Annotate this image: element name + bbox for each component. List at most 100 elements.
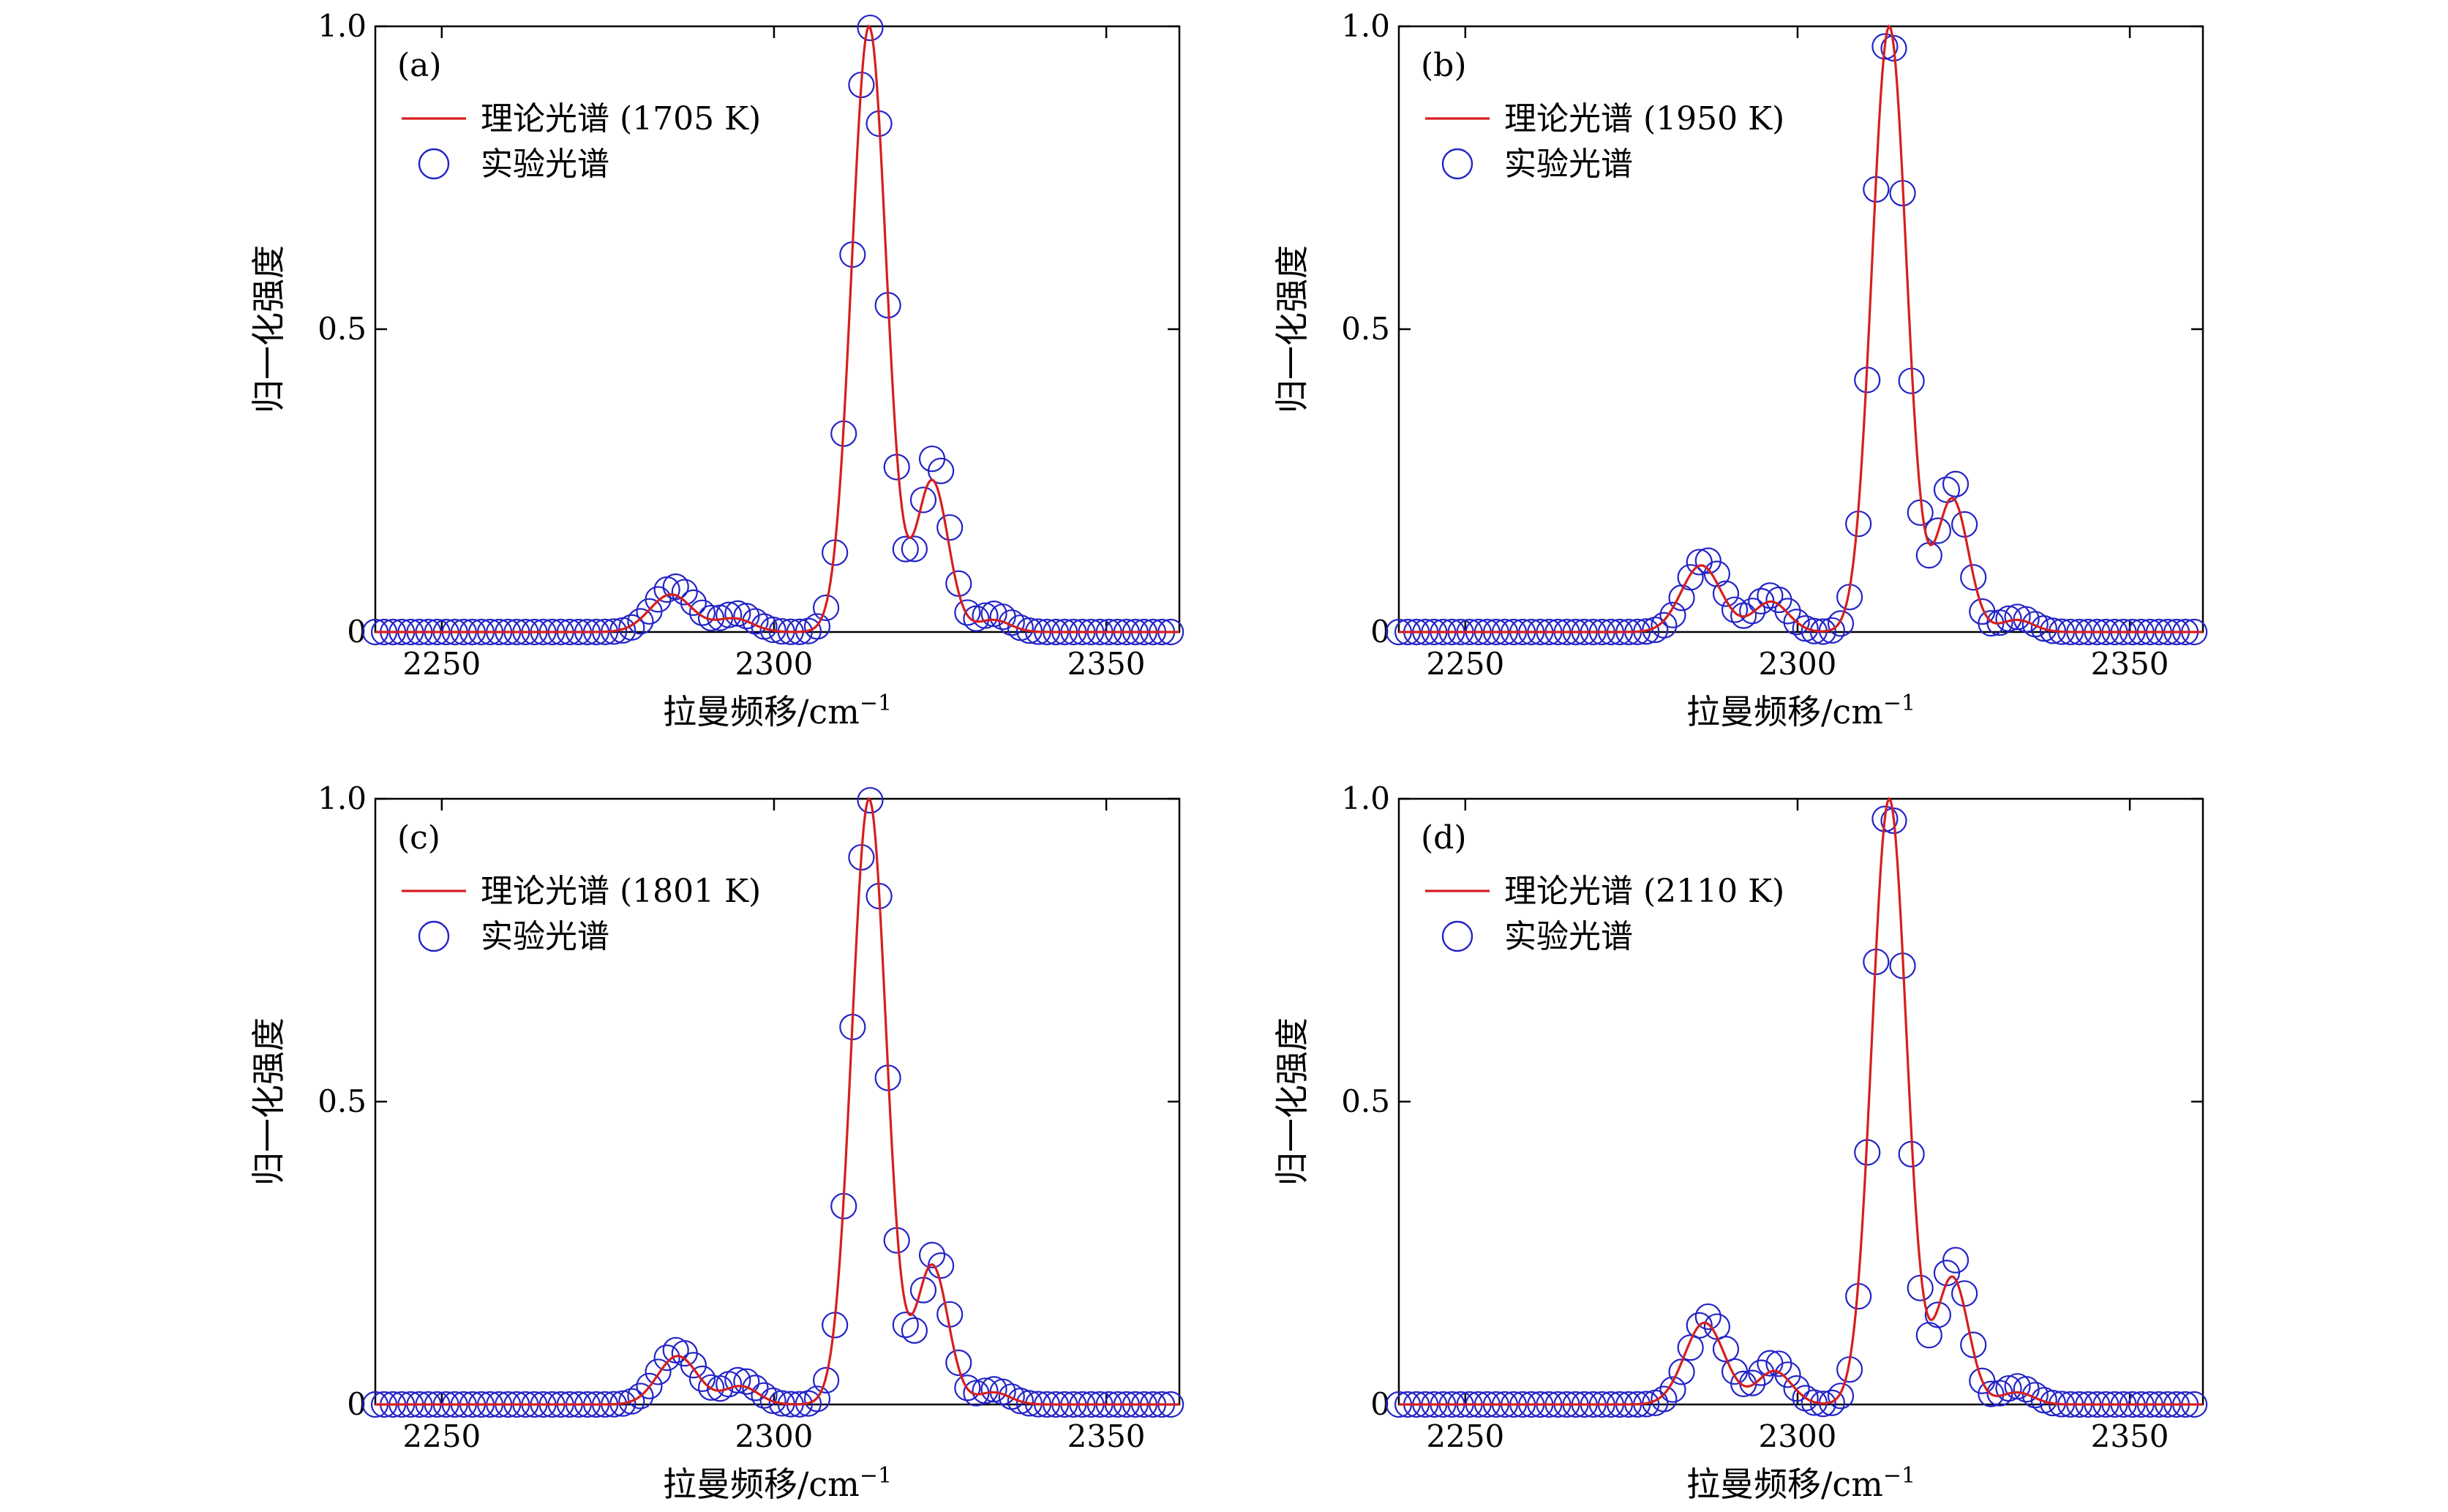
experiment-point: [928, 457, 955, 484]
y-tick-label: 1.0: [1341, 781, 1390, 816]
experiment-point: [733, 603, 760, 630]
x-tick-label: 2350: [1067, 1418, 1146, 1454]
experiment-point: [2004, 603, 2031, 631]
x-tick-label: 2300: [735, 1418, 814, 1454]
experiment-point: [742, 608, 769, 635]
x-axis-label-text: 拉曼频移/cm: [663, 692, 860, 731]
experiment-point: [1739, 598, 1766, 625]
theory-line: [1399, 797, 2203, 1406]
experiment-point: [1783, 609, 1810, 636]
experiment-point: [1827, 1383, 1855, 1410]
y-axis-label: 归一化强度: [249, 245, 288, 413]
y-axis-label: 归一化强度: [249, 1018, 288, 1186]
experiment-point: [972, 1377, 999, 1404]
x-axis-label: 拉曼频移/cm−1: [663, 691, 892, 731]
experiment-point: [716, 601, 743, 628]
panel-label: (a): [397, 47, 442, 84]
experiment-point: [1659, 1376, 1686, 1403]
legend-marker-swatch: [418, 148, 450, 180]
experiment-point: [1659, 601, 1686, 628]
chart-panel: 2250 2300 235000.51.0拉曼频移/cm−1归一化强度(c)理论光谱…: [249, 781, 1184, 1504]
experiment-point: [1694, 547, 1722, 574]
experiment-point: [2039, 1389, 2067, 1417]
panel-label: (b): [1421, 47, 1467, 84]
experiment-point: [627, 608, 654, 635]
experiment-point: [1809, 1391, 1836, 1418]
y-tick-label: 0.5: [318, 311, 367, 347]
panel-label: (d): [1421, 819, 1467, 857]
x-axis-label: 拉曼频移/cm−1: [1686, 1463, 1915, 1504]
panel-label: (c): [397, 819, 440, 857]
experiment-point: [653, 1344, 680, 1372]
experiment-point: [680, 1352, 707, 1379]
experiment-point: [733, 1368, 760, 1395]
experiment-point: [688, 599, 716, 626]
experiment-point: [972, 602, 999, 629]
experiment-point: [759, 1387, 786, 1415]
experiment-point: [1703, 560, 1730, 587]
experiment-point: [909, 486, 937, 514]
theory-line: [1399, 24, 2203, 633]
x-tick-label: 2350: [1067, 646, 1146, 682]
experiment-point: [1969, 1367, 1996, 1394]
legend-theory-label: 理论光谱 (1801 K): [481, 873, 761, 910]
experiment-point: [1915, 1322, 1942, 1349]
experiment-point: [945, 1349, 972, 1377]
experiment-point: [645, 1358, 672, 1385]
experiment-point: [1712, 580, 1740, 607]
experiment-point: [751, 1382, 778, 1409]
experiment-point: [1748, 1359, 1775, 1386]
legend-experiment-label: 实验光谱: [1504, 918, 1633, 955]
experiment-point: [980, 1376, 1007, 1403]
experiment-point: [742, 1374, 769, 1402]
x-axis-label: 拉曼频移/cm−1: [663, 1463, 892, 1504]
experiment-point: [803, 1385, 831, 1413]
x-tick-label: 2250: [1426, 646, 1504, 682]
experiment-point: [1007, 1388, 1034, 1415]
experiment-point: [892, 535, 919, 563]
y-axis-label: 归一化强度: [1272, 245, 1312, 413]
experiment-point: [1774, 598, 1801, 625]
experiment-point: [618, 1388, 645, 1415]
experiment-point: [688, 1365, 716, 1392]
experiment-point: [636, 1372, 663, 1399]
x-tick-label: 2300: [1759, 1418, 1837, 1454]
experiment-point: [1694, 1303, 1722, 1331]
experiment-point: [1783, 1375, 1810, 1402]
experiment-point: [1995, 1374, 2022, 1402]
legend-experiment-label: 实验光谱: [481, 146, 609, 183]
legend-theory-label: 理论光谱 (1950 K): [1504, 100, 1784, 138]
experiment-point: [1686, 1312, 1713, 1339]
experiment-point: [936, 514, 964, 541]
y-tick-label: 0.5: [1341, 1083, 1390, 1119]
x-axis-label-superscript: −1: [1883, 691, 1915, 716]
x-axis-label-text: 拉曼频移/cm: [1686, 692, 1883, 731]
x-axis-label-text: 拉曼频移/cm: [1686, 1464, 1883, 1504]
experiment-point: [901, 1317, 928, 1344]
theory-line: [375, 24, 1179, 633]
experiment-point: [662, 573, 689, 601]
experiment-point: [1942, 1246, 1970, 1274]
experiment-point: [1880, 34, 1907, 62]
experiment-point: [627, 1383, 654, 1410]
experiment-point: [1712, 1336, 1740, 1363]
experiment-point: [2021, 1382, 2049, 1409]
experiment-point: [857, 14, 884, 42]
y-tick-label: 1.0: [1341, 8, 1390, 44]
legend-theory-label: 理论光谱 (2110 K): [1504, 873, 1784, 910]
experiment-point: [1871, 805, 1899, 832]
experiment-point: [901, 535, 928, 563]
experiment-point: [724, 600, 751, 627]
experiment-point: [954, 1374, 981, 1402]
legend-marker-swatch: [1441, 920, 1473, 952]
experiment-point: [1765, 586, 1792, 614]
experiment-point: [1924, 1301, 1951, 1328]
x-tick-label: 2250: [402, 1418, 481, 1454]
experiment-point: [812, 1366, 840, 1393]
experiment-point: [1651, 1385, 1678, 1413]
experiment-point: [1915, 542, 1942, 569]
x-tick-label: 2300: [735, 646, 814, 682]
experiment-point: [812, 594, 840, 621]
chart-panel: 2250 2300 235000.51.0拉曼频移/cm−1归一化强度(d)理论光谱…: [1272, 781, 2208, 1504]
experiment-point: [1651, 612, 1678, 639]
